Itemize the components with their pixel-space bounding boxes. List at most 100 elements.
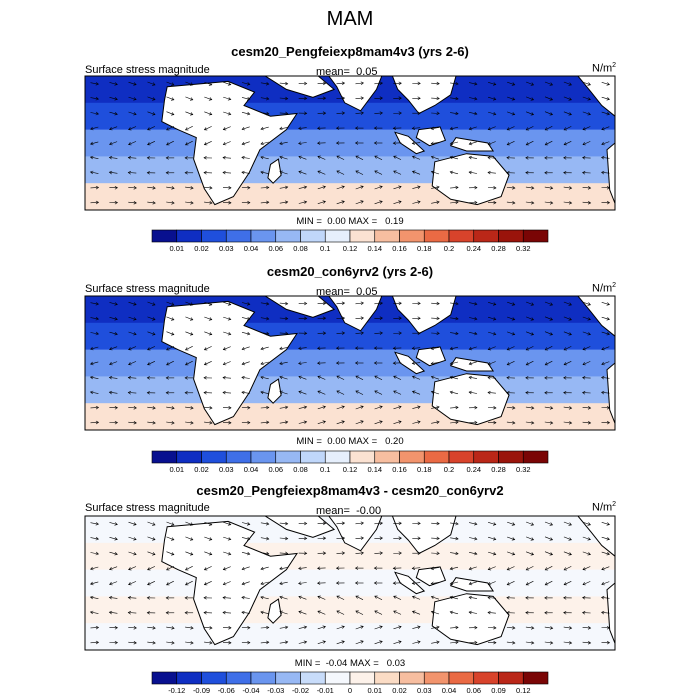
wind-vector-head xyxy=(374,170,378,174)
colorbar-tick-label: 0.06 xyxy=(268,244,283,253)
wind-vector xyxy=(506,96,515,100)
wind-vector xyxy=(601,331,610,335)
wind-vector xyxy=(109,141,118,145)
wind-vector-head xyxy=(393,390,397,394)
wind-vector xyxy=(279,537,288,539)
wind-vector-head xyxy=(582,610,586,615)
wind-vector-head xyxy=(393,375,397,379)
wind-vector xyxy=(298,567,307,569)
wind-vector xyxy=(355,112,364,114)
wind-vector-head xyxy=(417,551,421,555)
wind-vector-head xyxy=(582,156,586,160)
wind-vector xyxy=(166,111,175,115)
wind-vector-head xyxy=(601,170,605,175)
wind-vector xyxy=(393,552,402,554)
wind-vector xyxy=(336,201,345,205)
wind-vector-head xyxy=(449,581,454,586)
wind-vector xyxy=(185,551,193,555)
wind-vector-head xyxy=(241,375,245,380)
colorbar-swatch xyxy=(324,229,351,243)
wind-vector-head xyxy=(360,316,364,320)
colorbar-tick-label: 0.24 xyxy=(466,244,481,253)
wind-vector xyxy=(90,112,99,115)
wind-vector xyxy=(374,302,383,305)
colorbar-tick-label: 0.06 xyxy=(268,465,283,474)
wind-vector xyxy=(298,127,307,129)
wind-vector-head xyxy=(246,111,251,116)
panel-2-field-band xyxy=(85,403,615,430)
wind-vector-head xyxy=(184,171,188,175)
wind-vector xyxy=(355,390,364,395)
wind-vector-head xyxy=(203,347,208,351)
colorbar-swatch xyxy=(349,671,376,685)
wind-vector-head xyxy=(133,537,137,541)
wind-vector-head xyxy=(227,82,232,86)
panel-3-land-australia xyxy=(431,593,510,646)
wind-vector-head xyxy=(184,596,188,600)
wind-vector xyxy=(450,126,459,130)
wind-vector-head xyxy=(411,566,416,570)
wind-vector xyxy=(450,627,459,629)
wind-vector-head xyxy=(530,537,535,541)
wind-vector-head xyxy=(95,200,100,205)
wind-vector xyxy=(545,566,553,571)
panel-3-units: N/m2 xyxy=(592,501,617,514)
wind-vector xyxy=(241,522,250,525)
wind-vector xyxy=(204,626,213,629)
wind-vector xyxy=(545,346,553,351)
wind-vector-head xyxy=(530,112,535,116)
wind-vector-head xyxy=(108,170,113,175)
wind-vector-head xyxy=(436,331,440,336)
wind-vector-head xyxy=(549,186,554,190)
wind-vector-head xyxy=(379,551,383,555)
wind-vector xyxy=(204,331,212,335)
wind-vector xyxy=(563,641,572,644)
wind-vector xyxy=(488,581,496,585)
wind-vector xyxy=(450,611,459,615)
wind-vector-head xyxy=(549,406,554,410)
wind-vector xyxy=(241,377,250,379)
wind-vector-head xyxy=(455,301,459,306)
wind-vector-head xyxy=(606,185,611,190)
wind-vector xyxy=(431,142,440,144)
wind-vector-head xyxy=(90,346,94,351)
wind-vector-head xyxy=(336,375,340,379)
wind-vector-head xyxy=(114,97,118,101)
wind-vector-head xyxy=(430,346,435,351)
wind-vector xyxy=(204,301,212,306)
wind-vector xyxy=(90,302,99,305)
wind-vector-head xyxy=(474,640,478,645)
wind-vector xyxy=(279,302,288,305)
wind-vector xyxy=(487,377,496,379)
wind-vector-head xyxy=(90,141,94,146)
wind-vector-head xyxy=(341,625,345,629)
wind-vector xyxy=(582,187,591,189)
colorbar-swatch xyxy=(225,450,252,464)
wind-vector xyxy=(336,552,345,554)
wind-vector-head xyxy=(493,420,497,425)
wind-vector xyxy=(355,522,364,525)
wind-vector xyxy=(601,141,610,145)
wind-vector-head xyxy=(317,390,321,394)
wind-vector-head xyxy=(436,301,440,306)
wind-vector xyxy=(90,346,99,350)
wind-vector-head xyxy=(487,582,492,586)
wind-vector-head xyxy=(336,170,340,174)
wind-vector-head xyxy=(284,551,289,556)
wind-vector xyxy=(582,346,591,350)
wind-vector-head xyxy=(582,362,586,366)
wind-vector xyxy=(525,406,534,409)
panel-2-land-sumatra xyxy=(394,351,426,375)
wind-vector xyxy=(241,537,250,540)
wind-vector xyxy=(355,97,364,99)
wind-vector-head xyxy=(506,127,511,131)
wind-vector-head xyxy=(95,316,99,321)
wind-vector-head xyxy=(241,127,246,131)
wind-vector-head xyxy=(247,640,251,645)
wind-vector-head xyxy=(511,317,516,321)
colorbar-swatch xyxy=(275,671,301,685)
wind-vector xyxy=(279,347,288,350)
wind-vector-head xyxy=(606,420,611,425)
wind-vector-head xyxy=(341,111,346,115)
wind-vector xyxy=(431,582,440,584)
